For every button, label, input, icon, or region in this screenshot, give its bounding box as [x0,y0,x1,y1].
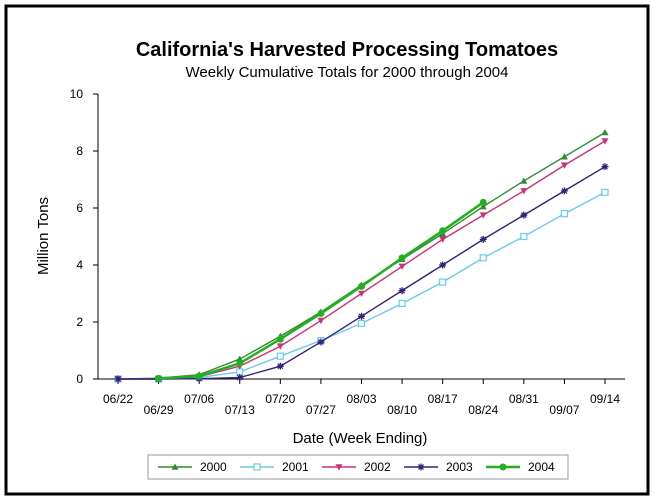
outer-border [4,4,650,496]
data-point-2003 [398,287,406,295]
data-point-2002 [439,236,447,243]
data-point-2000 [520,177,528,184]
data-point-2002 [560,162,568,169]
x-tick-label: 09/07 [549,403,579,417]
legend-label: 2001 [282,460,309,474]
legend-label: 2003 [446,460,473,474]
legend-label: 2000 [200,460,227,474]
y-tick-label: 0 [76,372,83,386]
data-point-2002 [276,343,284,350]
data-point-2002 [317,317,325,325]
data-point-2003 [601,163,609,171]
y-tick-label: 2 [76,315,83,329]
x-tick-label: 07/20 [265,392,295,406]
legend-item-2000: 2000 [158,460,227,474]
data-point-2000 [236,355,244,362]
legend-item-2003: 2003 [404,460,473,474]
x-tick-label: 06/29 [144,403,174,417]
data-point-2004 [439,227,447,235]
data-point-2004 [398,254,406,262]
legend-swatch-marker [499,463,507,471]
data-point-2002 [520,188,528,195]
data-point-2001 [520,232,528,241]
x-tick-label: 08/24 [468,403,498,417]
data-point-2004 [479,198,487,206]
data-point-2001 [236,368,244,376]
data-point-2003 [479,235,487,243]
data-point-2001 [479,254,487,262]
data-point-2004 [276,335,284,343]
legend-swatch-marker [253,463,261,471]
series-layer [114,128,609,383]
data-point-2003 [114,375,122,383]
y-tick-label: 6 [76,201,83,215]
legend-swatch-marker [417,463,425,471]
data-point-2004 [195,372,203,380]
data-point-2003 [358,312,365,320]
data-point-2002 [358,290,365,297]
data-point-2001 [439,278,447,286]
data-point-2003 [276,362,284,370]
data-point-2001 [276,352,284,360]
data-point-2003 [560,187,568,195]
legend-swatch-marker [335,464,343,471]
legend-item-2001: 2001 [240,460,309,474]
data-point-2003 [520,211,528,219]
data-point-2000 [601,128,609,136]
legend-label: 2004 [528,460,555,474]
data-point-2002 [398,263,406,270]
legend-item-2002: 2002 [322,460,391,474]
data-point-2004 [317,309,325,317]
data-point-2003 [439,261,447,269]
legend-swatch-marker [171,463,179,470]
x-tick-label: 07/13 [225,403,255,417]
data-point-2002 [601,138,609,145]
y-axis-ticks: 0 2 4 6 8 10 [70,87,98,386]
x-tick-label: 08/10 [387,403,417,417]
y-tick-label: 8 [76,144,83,158]
data-point-2003 [236,374,244,382]
x-tick-label: 08/03 [346,392,376,406]
y-tick-label: 4 [76,258,83,272]
x-tick-label: 06/22 [103,392,133,406]
chart-subtitle: Weekly Cumulative Totals for 2000 throug… [186,64,509,81]
data-point-2004 [358,282,365,290]
data-point-2003 [317,338,325,346]
x-axis-label: Date (Week Ending) [293,430,428,447]
legend: 2000 2001 2002 2003 2004 [147,454,569,480]
x-tick-label: 09/14 [590,392,620,406]
data-point-2004 [155,374,163,382]
x-tick-label: 07/06 [184,392,214,406]
data-point-2001 [357,319,366,328]
data-point-2002 [479,212,487,219]
data-point-2001 [398,299,406,308]
data-point-2001 [601,188,609,196]
legend-item-2004: 2004 [486,460,555,474]
x-axis-ticks: 06/22 06/29 07/06 07/13 07/20 07/27 08/03 08/10… [103,379,620,417]
data-point-2000 [560,153,568,160]
x-tick-label: 07/27 [306,403,336,417]
series-2004 [155,198,487,382]
y-axis-label: Million Tons [35,197,52,275]
y-tick-label: 10 [70,87,84,101]
data-point-2001 [560,210,569,218]
x-tick-label: 08/31 [509,392,539,406]
data-point-2004 [236,359,244,367]
data-point-2000 [479,203,487,210]
legend-label: 2002 [364,460,391,474]
x-tick-label: 08/17 [428,392,458,406]
chart-title: California's Harvested Processing Tomato… [136,39,558,61]
